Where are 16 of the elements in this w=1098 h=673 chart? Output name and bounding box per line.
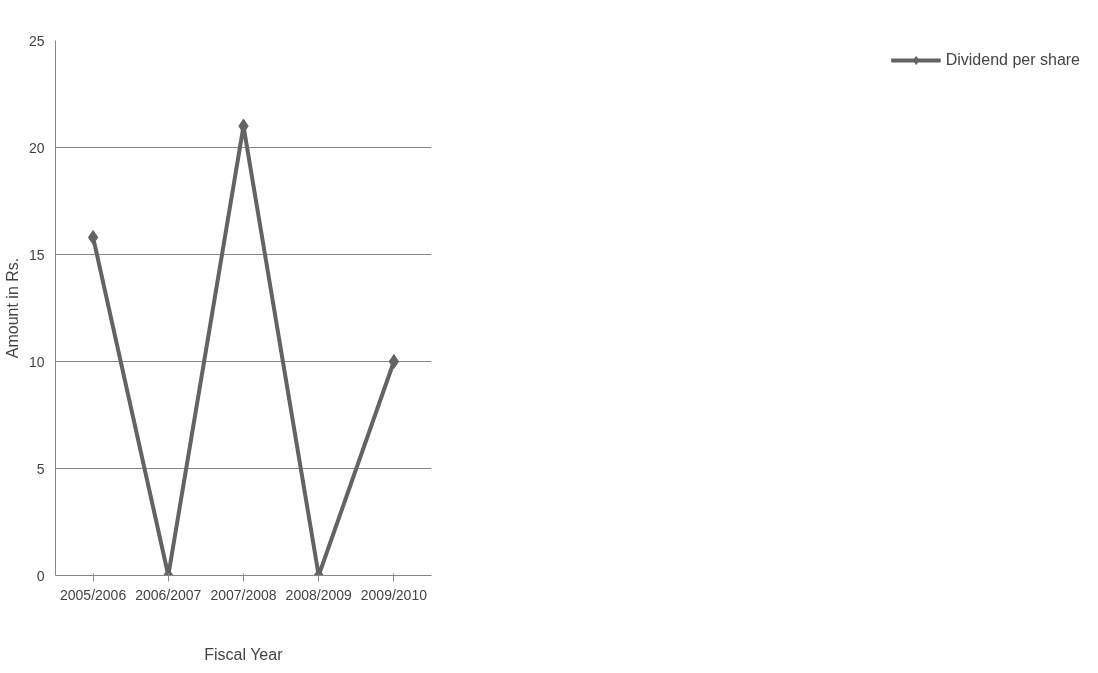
legend-label: Dividend per share xyxy=(945,51,1080,69)
x-tick-label: 2007/2008 xyxy=(210,586,277,603)
x-tick-label: 2005/2006 xyxy=(60,586,127,603)
y-axis-title: Amount in Rs. xyxy=(3,257,21,359)
y-tick-label: 20 xyxy=(28,139,45,156)
y-tick-label: 0 xyxy=(36,567,45,584)
y-tick-label: 10 xyxy=(28,353,45,370)
y-tick-label: 25 xyxy=(28,32,45,49)
y-tick-label: 15 xyxy=(28,246,45,263)
x-tick-label: 2008/2009 xyxy=(285,586,352,603)
x-axis-title: Fiscal Year xyxy=(204,645,284,663)
y-tick-label: 5 xyxy=(36,460,45,477)
x-tick-label: 2009/2010 xyxy=(360,586,428,603)
point xyxy=(388,354,400,369)
point xyxy=(87,229,99,245)
x-tick-label: 2006/2007 xyxy=(135,586,202,603)
